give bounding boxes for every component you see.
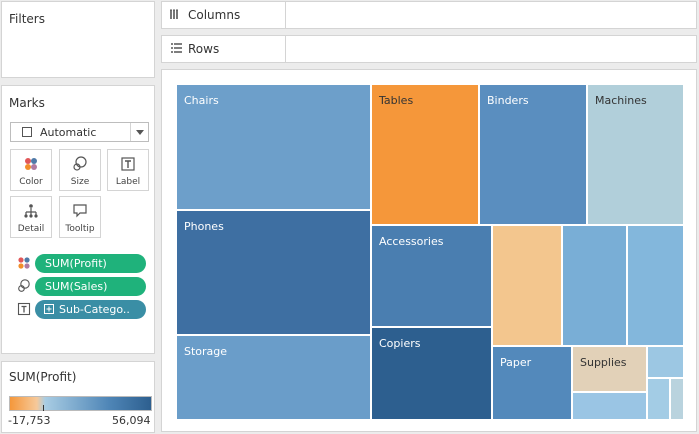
treemap-cell-label: Storage bbox=[184, 345, 228, 358]
detail-icon bbox=[11, 203, 51, 219]
legend-max-value: 56,094 bbox=[112, 414, 151, 427]
columns-label: Columns bbox=[188, 8, 241, 22]
mark-type-dropdown[interactable]: Automatic bbox=[10, 122, 149, 142]
legend-panel: SUM(Profit) -17,753 56,094 bbox=[1, 361, 155, 433]
treemap-cell-accessories[interactable]: Accessories bbox=[371, 225, 492, 327]
treemap-cell-label: Copiers bbox=[379, 337, 421, 350]
columns-shelf-label: Columns bbox=[162, 2, 286, 28]
label-field-text: Sub-Catego.. bbox=[59, 303, 130, 316]
legend-zero-tick bbox=[43, 405, 44, 411]
filters-panel[interactable]: Filters bbox=[1, 1, 155, 78]
treemap-cell-label: Paper bbox=[500, 356, 532, 369]
treemap-cell-storage[interactable]: Storage bbox=[176, 335, 371, 420]
color-button-label: Color bbox=[19, 177, 43, 187]
legend-title: SUM(Profit) bbox=[9, 370, 77, 384]
viz-pane: Chairs Tables Binders Machines Phones Ac… bbox=[161, 69, 697, 432]
treemap-cell-unlabeled[interactable] bbox=[492, 225, 562, 346]
size-circles-icon bbox=[17, 279, 31, 293]
treemap-cell-unlabeled[interactable] bbox=[562, 225, 627, 346]
treemap-cell-unlabeled[interactable] bbox=[572, 392, 647, 420]
color-dots-icon bbox=[17, 256, 31, 270]
chevron-down-icon[interactable] bbox=[130, 123, 149, 141]
label-field-pill[interactable]: Sub-Catego.. bbox=[35, 300, 146, 319]
label-button[interactable]: Label bbox=[107, 149, 149, 191]
color-icon bbox=[11, 156, 51, 172]
columns-shelf[interactable]: Columns bbox=[161, 1, 697, 29]
treemap-cell-label: Phones bbox=[184, 220, 224, 233]
text-label-icon bbox=[17, 302, 31, 316]
treemap-cell-label: Binders bbox=[487, 94, 529, 107]
label-icon bbox=[108, 156, 148, 172]
treemap-cell-unlabeled[interactable] bbox=[647, 378, 670, 420]
treemap-cell-unlabeled[interactable] bbox=[647, 346, 684, 378]
treemap-cell-label: Tables bbox=[379, 94, 414, 107]
rows-label: Rows bbox=[188, 42, 220, 56]
marks-title: Marks bbox=[9, 96, 45, 110]
size-button[interactable]: Size bbox=[59, 149, 101, 191]
size-field-pill[interactable]: SUM(Sales) bbox=[35, 277, 146, 296]
treemap-cell-label: Supplies bbox=[580, 356, 627, 369]
color-legend-gradient[interactable] bbox=[9, 396, 152, 411]
treemap-cell-paper[interactable]: Paper bbox=[492, 346, 572, 420]
treemap-cell-supplies[interactable]: Supplies bbox=[572, 346, 647, 392]
treemap-cell-label: Chairs bbox=[184, 94, 219, 107]
tooltip-button[interactable]: Tooltip bbox=[59, 196, 101, 238]
columns-icon bbox=[170, 8, 182, 23]
treemap-cell-machines[interactable]: Machines bbox=[587, 84, 684, 225]
color-field-pill[interactable]: SUM(Profit) bbox=[35, 254, 146, 273]
treemap-cell-phones[interactable]: Phones bbox=[176, 210, 371, 335]
square-mark-icon bbox=[22, 127, 32, 137]
treemap-cell-chairs[interactable]: Chairs bbox=[176, 84, 371, 210]
tooltip-icon bbox=[60, 203, 100, 219]
treemap-cell-unlabeled[interactable] bbox=[670, 378, 684, 420]
size-button-label: Size bbox=[70, 177, 90, 187]
treemap-cell-copiers[interactable]: Copiers bbox=[371, 327, 492, 420]
mark-type-value: Automatic bbox=[40, 126, 97, 139]
rows-icon bbox=[170, 42, 182, 57]
treemap-cell-binders[interactable]: Binders bbox=[479, 84, 587, 225]
size-icon bbox=[60, 156, 100, 172]
tooltip-button-label: Tooltip bbox=[65, 224, 95, 234]
treemap-cell-label: Accessories bbox=[379, 235, 444, 248]
legend-min-value: -17,753 bbox=[8, 414, 51, 427]
treemap-cell-unlabeled[interactable] bbox=[627, 225, 684, 346]
treemap-cell-tables[interactable]: Tables bbox=[371, 84, 479, 225]
filters-title: Filters bbox=[9, 12, 45, 26]
label-button-label: Label bbox=[115, 177, 141, 187]
rows-shelf[interactable]: Rows bbox=[161, 35, 697, 63]
treemap-cell-label: Machines bbox=[595, 94, 647, 107]
marks-panel: Marks Automatic Color Size Label Detail … bbox=[1, 85, 155, 354]
color-button[interactable]: Color bbox=[10, 149, 52, 191]
detail-button-label: Detail bbox=[17, 224, 45, 234]
rows-shelf-label: Rows bbox=[162, 36, 286, 62]
detail-button[interactable]: Detail bbox=[10, 196, 52, 238]
plus-box-icon[interactable] bbox=[44, 304, 54, 314]
